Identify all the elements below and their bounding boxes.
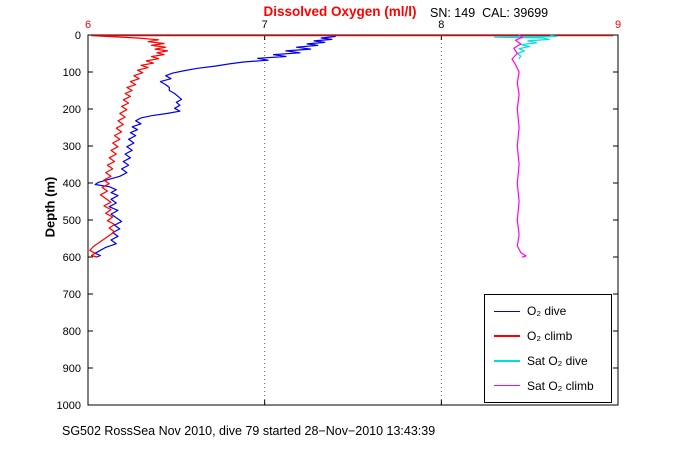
x-tick-label: 7 (262, 19, 268, 31)
y-tick-label: 900 (63, 363, 81, 375)
legend-label: Sat O₂ dive (527, 353, 588, 368)
y-tick-label: 700 (63, 289, 81, 301)
y-tick-label: 500 (63, 215, 81, 227)
x-tick-label: 6 (85, 19, 91, 31)
series-line-0 (94, 34, 336, 258)
legend-label: Sat O₂ climb (527, 378, 594, 393)
x-tick-label: 9 (615, 19, 621, 31)
series-line-3 (511, 34, 527, 258)
legend-line-sample (494, 310, 520, 313)
chart-title: Dissolved Oxygen (ml/l) (263, 4, 417, 19)
series-line-1 (89, 35, 614, 258)
y-tick-label: 300 (63, 141, 81, 153)
x-tick-label: 8 (438, 19, 444, 31)
y-tick-label: 800 (63, 326, 81, 338)
y-tick-label: 600 (63, 252, 81, 264)
legend-item: Sat O₂ climb (494, 379, 602, 393)
legend-item: Sat O₂ dive (494, 354, 602, 368)
chart-subtitle: SN: 149 CAL: 39699 (430, 6, 549, 20)
y-tick-label: 0 (75, 30, 81, 42)
caption: SG502 RossSea Nov 2010, dive 79 started … (62, 424, 436, 438)
legend-line-sample (494, 384, 520, 387)
legend-line-sample (494, 360, 520, 362)
y-tick-label: 1000 (57, 400, 81, 412)
legend-label: O₂ climb (527, 329, 573, 344)
legend-item: O₂ dive (494, 304, 602, 318)
legend: O₂ dive O₂ climb Sat O₂ dive Sat O₂ climb (484, 294, 612, 403)
y-tick-label: 200 (63, 104, 81, 116)
legend-item: O₂ climb (494, 329, 602, 343)
legend-label: O₂ dive (527, 304, 567, 319)
series-line-2 (493, 34, 557, 60)
y-tick-label: 100 (63, 67, 81, 79)
legend-line-sample (494, 335, 520, 337)
y-tick-label: 400 (63, 178, 81, 190)
